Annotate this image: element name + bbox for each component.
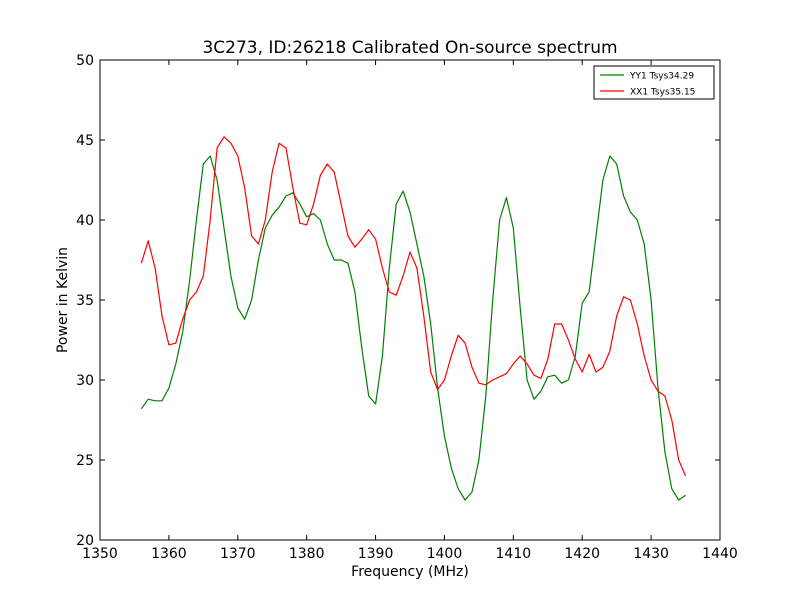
x-tick-label: 1420 [564,546,600,562]
x-tick-label: 1380 [289,546,325,562]
x-tick-label: 1390 [358,546,394,562]
series-layer [140,136,687,501]
y-tick-label: 35 [76,293,94,309]
x-axis-label: Frequency (MHz) [351,564,469,580]
y-tick-label: 50 [76,53,94,69]
y-tick-label: 20 [76,533,94,549]
legend: YY1 Tsys34.29 XX1 Tsys35.15 [593,65,715,100]
series-line-1 [140,155,686,501]
legend-label-2: XX1 Tsys35.15 [630,88,695,98]
x-tick-label: 1400 [427,546,463,562]
legend-label-1: YY1 Tsys34.29 [629,72,694,82]
y-axis-label: Power in Kelvin [55,247,71,353]
x-tick-label: 1360 [151,546,187,562]
y-tick-label: 30 [76,373,94,389]
y-tick-label: 45 [76,133,94,149]
x-tick-label: 1350 [82,546,118,562]
ticks-layer: 1350 1360 1370 1380 1390 1400 1410 1420 1430 1440… [76,53,738,562]
x-tick-label: 1430 [633,546,669,562]
chart-title: 3C273, ID:26218 Calibrated On-source spe… [202,38,617,58]
y-tick-label: 40 [76,213,94,229]
series-line-2 [140,136,687,477]
legend-box [593,65,715,100]
x-tick-label: 1410 [496,546,532,562]
x-tick-label: 1440 [702,546,738,562]
x-tick-label: 1370 [220,546,256,562]
y-tick-label: 25 [76,453,94,469]
